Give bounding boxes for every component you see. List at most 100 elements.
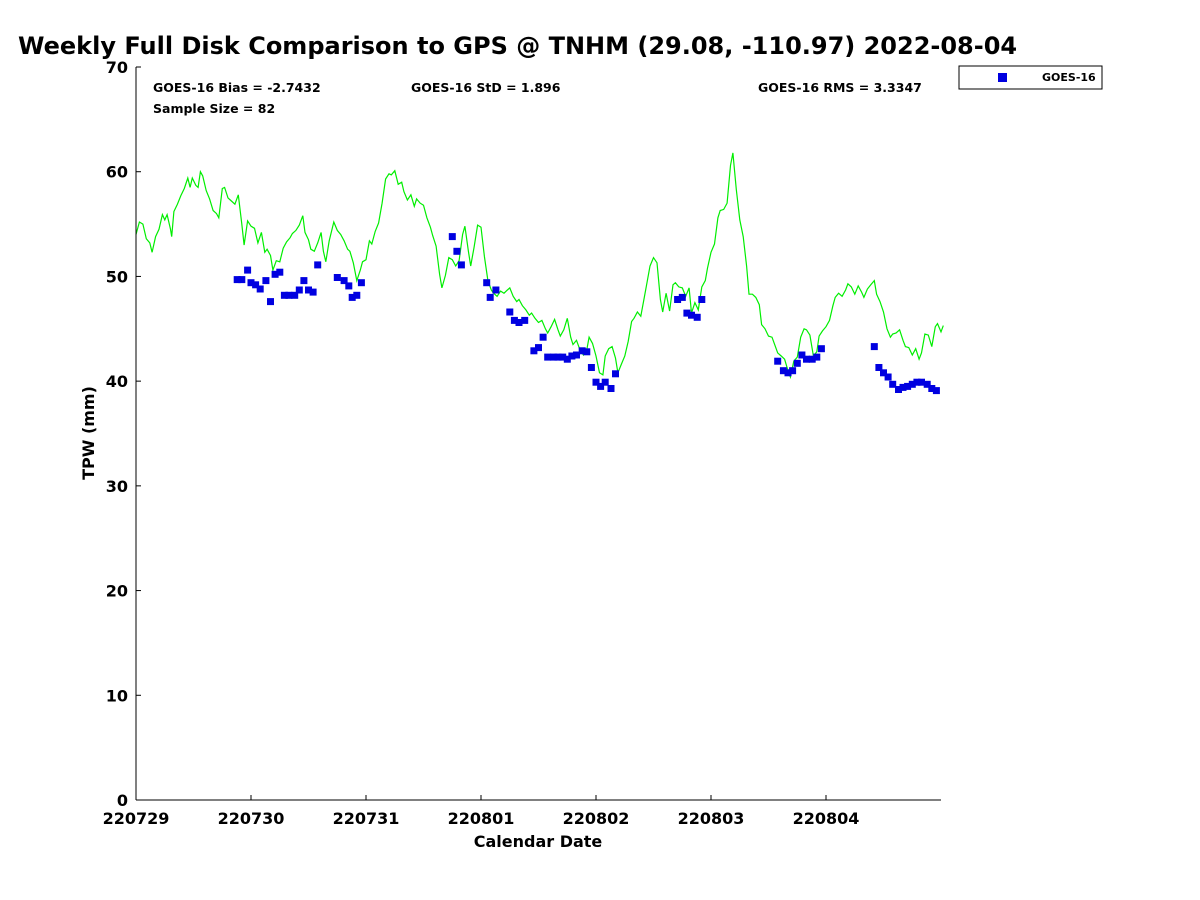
goes16-point-49 bbox=[601, 378, 609, 386]
goes16-point-31 bbox=[510, 316, 518, 324]
y-tick-label-50: 50 bbox=[106, 267, 128, 286]
y-tick-label-10: 10 bbox=[106, 686, 128, 705]
goes16-point-77 bbox=[913, 378, 921, 386]
goes16-point-15 bbox=[305, 286, 312, 294]
goes16-point-64 bbox=[803, 355, 810, 363]
goes16-point-48 bbox=[597, 382, 605, 390]
goes16-point-9 bbox=[276, 268, 284, 276]
stats-annotations: GOES-16 Bias = -2.7432 GOES-16 StD = 1.8… bbox=[153, 80, 922, 116]
goes16-point-16 bbox=[309, 288, 317, 296]
goes16-point-45 bbox=[583, 348, 591, 356]
gps-series-line bbox=[135, 152, 944, 380]
goes16-point-29 bbox=[492, 286, 500, 294]
goes16-point-76 bbox=[908, 380, 916, 388]
x-tick-label-6: 220804 bbox=[793, 809, 860, 828]
goes16-point-71 bbox=[884, 373, 892, 381]
x-axis-ticks: 220729 220730 220731 220801 220802 220803 2208… bbox=[103, 795, 860, 828]
stat-std: GOES-16 StD = 1.896 bbox=[411, 80, 561, 95]
goes16-marker-layer bbox=[233, 233, 940, 395]
goes16-point-67 bbox=[817, 345, 825, 353]
goes16-point-4 bbox=[252, 281, 260, 289]
goes16-point-20 bbox=[345, 282, 353, 290]
goes16-point-46 bbox=[587, 364, 595, 371]
y-tick-label-60: 60 bbox=[106, 163, 128, 182]
goes16-point-79 bbox=[923, 380, 931, 388]
goes16-point-44 bbox=[578, 347, 586, 355]
goes16-point-26 bbox=[457, 261, 465, 269]
y-axis-ticks: 0 10 20 30 40 50 60 70 bbox=[106, 58, 141, 810]
plot-area bbox=[135, 67, 944, 801]
goes16-point-0 bbox=[233, 276, 241, 284]
goes16-point-57 bbox=[698, 296, 706, 303]
goes16-point-59 bbox=[779, 367, 787, 375]
goes16-point-55 bbox=[688, 311, 695, 319]
stat-rms: GOES-16 RMS = 3.3347 bbox=[758, 80, 922, 95]
goes16-point-61 bbox=[789, 367, 797, 375]
goes16-point-50 bbox=[607, 385, 615, 392]
goes16-point-78 bbox=[918, 378, 925, 386]
y-axis-label: TPW (mm) bbox=[79, 386, 98, 480]
goes16-point-25 bbox=[453, 247, 461, 255]
goes16-point-8 bbox=[271, 270, 279, 278]
goes16-point-17 bbox=[314, 261, 322, 269]
goes16-point-43 bbox=[573, 351, 580, 359]
goes16-point-73 bbox=[895, 386, 902, 393]
x-tick-label-4: 220802 bbox=[563, 809, 630, 828]
x-tick-label-3: 220801 bbox=[448, 809, 515, 828]
goes16-point-36 bbox=[539, 333, 547, 341]
goes16-point-42 bbox=[568, 352, 576, 360]
goes16-point-18 bbox=[333, 274, 341, 281]
goes16-point-13 bbox=[295, 286, 303, 294]
legend-marker-goes16 bbox=[998, 73, 1007, 82]
goes16-point-38 bbox=[550, 353, 557, 361]
goes16-point-62 bbox=[793, 359, 801, 367]
goes16-point-74 bbox=[899, 383, 907, 391]
goes16-point-60 bbox=[784, 369, 792, 377]
goes16-point-5 bbox=[256, 285, 264, 293]
goes16-point-19 bbox=[340, 277, 348, 285]
x-tick-label-0: 220729 bbox=[103, 809, 170, 828]
x-tick-label-1: 220730 bbox=[218, 809, 285, 828]
goes16-point-40 bbox=[559, 353, 567, 361]
goes16-point-81 bbox=[932, 387, 940, 395]
goes16-point-80 bbox=[928, 385, 936, 392]
y-tick-label-30: 30 bbox=[106, 477, 128, 496]
x-tick-label-5: 220803 bbox=[678, 809, 745, 828]
y-tick-label-20: 20 bbox=[106, 582, 128, 601]
goes16-point-14 bbox=[300, 277, 308, 285]
goes16-point-1 bbox=[238, 276, 246, 284]
goes16-point-39 bbox=[554, 353, 562, 361]
chart-title: Weekly Full Disk Comparison to GPS @ TNH… bbox=[18, 32, 1017, 60]
y-tick-label-40: 40 bbox=[106, 372, 128, 391]
goes16-point-27 bbox=[483, 279, 491, 287]
goes16-point-21 bbox=[348, 293, 356, 301]
goes16-point-37 bbox=[544, 353, 552, 361]
plot-background bbox=[136, 67, 941, 800]
goes16-point-54 bbox=[683, 309, 691, 317]
goes16-point-58 bbox=[774, 357, 782, 365]
goes16-point-7 bbox=[267, 298, 274, 306]
x-tick-label-2: 220731 bbox=[333, 809, 400, 828]
goes16-point-52 bbox=[674, 296, 682, 303]
goes16-point-69 bbox=[875, 364, 883, 371]
goes16-point-47 bbox=[592, 378, 600, 386]
goes16-point-30 bbox=[506, 308, 514, 316]
goes16-point-2 bbox=[244, 266, 252, 274]
goes16-point-28 bbox=[486, 293, 494, 301]
goes16-point-53 bbox=[678, 293, 686, 301]
gps-line-layer bbox=[135, 152, 944, 380]
goes16-point-22 bbox=[353, 291, 361, 299]
stat-sample-size: Sample Size = 82 bbox=[153, 101, 275, 116]
goes16-point-35 bbox=[535, 344, 542, 352]
legend: GOES-16 bbox=[958, 65, 1103, 90]
goes16-point-12 bbox=[291, 291, 299, 299]
goes16-point-41 bbox=[563, 355, 571, 363]
goes16-point-51 bbox=[612, 370, 619, 378]
legend-box bbox=[958, 65, 1103, 90]
goes16-point-32 bbox=[515, 319, 523, 326]
goes16-point-24 bbox=[448, 233, 456, 241]
y-tick-label-70: 70 bbox=[106, 58, 128, 77]
goes16-point-3 bbox=[247, 279, 255, 287]
legend-label-goes16: GOES-16 bbox=[1042, 71, 1096, 84]
